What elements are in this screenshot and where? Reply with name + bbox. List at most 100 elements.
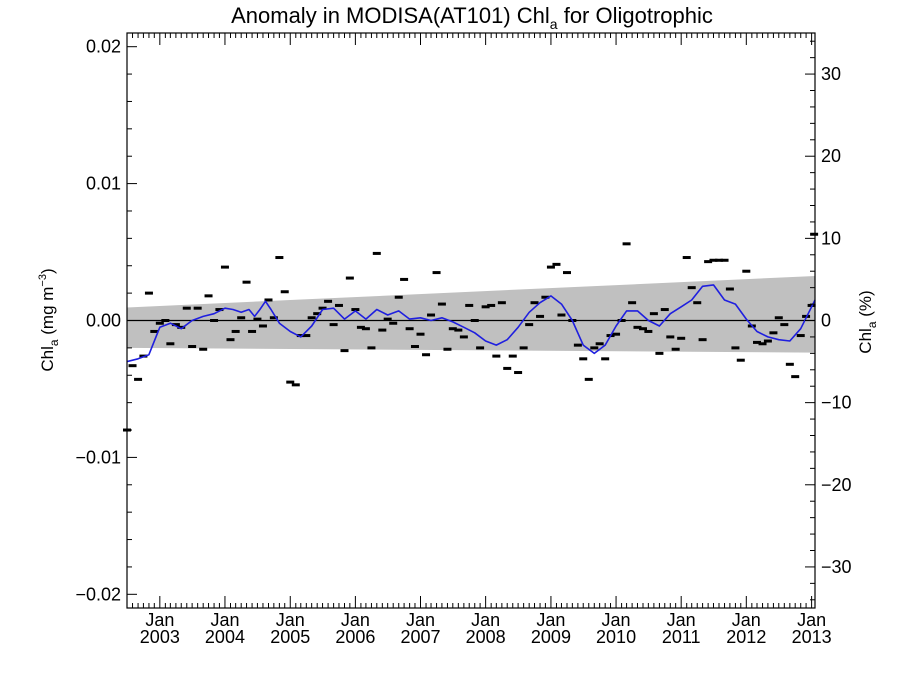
data-marker: [503, 366, 512, 370]
data-marker: [177, 325, 186, 329]
data-marker: [785, 362, 794, 366]
data-marker: [525, 323, 534, 327]
data-marker: [166, 342, 175, 346]
data-marker: [736, 358, 745, 362]
data-marker: [378, 328, 387, 332]
data-marker: [231, 329, 240, 333]
data-marker: [677, 336, 686, 340]
data-marker: [454, 328, 463, 332]
right-tick-label: −10: [821, 393, 852, 413]
data-marker: [443, 347, 452, 351]
data-marker: [394, 295, 403, 299]
data-marker: [590, 346, 599, 350]
confidence-band: [127, 276, 815, 353]
data-marker: [552, 262, 561, 266]
x-tick-label-year: 2010: [596, 627, 636, 647]
data-marker: [220, 265, 229, 269]
data-marker: [573, 343, 582, 347]
data-marker: [579, 357, 588, 361]
data-marker: [612, 332, 621, 336]
data-marker: [709, 258, 718, 262]
data-marker: [763, 339, 772, 343]
data-marker: [725, 287, 734, 291]
data-marker: [617, 319, 626, 322]
x-tick-label-year: 2009: [531, 627, 571, 647]
data-marker: [557, 313, 566, 317]
x-tick-label-year: 2012: [726, 627, 766, 647]
data-marker: [595, 342, 604, 346]
data-marker: [128, 364, 137, 368]
data-marker: [492, 354, 501, 358]
data-marker: [810, 232, 819, 236]
right-tick-label: 20: [821, 146, 841, 166]
left-tick-label: 0.02: [86, 37, 121, 57]
data-marker: [546, 265, 555, 269]
data-marker: [720, 258, 729, 262]
data-marker: [649, 312, 658, 316]
data-marker: [644, 329, 653, 333]
x-tick-label-month: Jan: [797, 610, 826, 630]
data-marker: [296, 334, 305, 338]
data-marker: [774, 316, 783, 320]
data-marker: [280, 290, 289, 294]
right-tick-label: 10: [821, 228, 841, 248]
x-tick-label-month: Jan: [406, 610, 435, 630]
x-tick-label-month: Jan: [471, 610, 500, 630]
data-marker: [367, 346, 376, 350]
data-marker: [204, 294, 213, 298]
data-marker: [704, 260, 713, 264]
data-marker: [193, 306, 202, 310]
data-marker: [313, 312, 322, 316]
left-tick-label: −0.02: [75, 584, 121, 604]
data-marker: [497, 301, 506, 305]
data-marker: [731, 346, 740, 350]
x-tick-label-year: 2007: [400, 627, 440, 647]
data-marker: [269, 316, 278, 320]
x-tick-label-year: 2011: [662, 627, 701, 647]
data-marker: [465, 303, 474, 307]
data-marker: [671, 347, 680, 351]
data-marker: [361, 327, 370, 331]
data-marker: [519, 346, 528, 350]
data-marker: [237, 316, 246, 320]
data-marker: [144, 291, 153, 295]
right-tick-label: −30: [821, 557, 852, 577]
data-marker: [448, 327, 457, 331]
data-marker: [584, 377, 593, 381]
x-tick-label-month: Jan: [667, 610, 696, 630]
right-tick-label: −20: [821, 475, 852, 495]
x-tick-label-year: 2008: [466, 627, 506, 647]
x-tick-label-month: Jan: [276, 610, 305, 630]
data-marker: [171, 323, 180, 327]
data-marker: [796, 334, 805, 338]
left-tick-label: 0.01: [86, 174, 121, 194]
data-marker: [476, 346, 485, 350]
data-marker: [324, 299, 333, 303]
plot-area: 0.020.010.00−0.01−0.023020100−10−20−30Ja…: [75, 32, 852, 647]
x-tick-label-month: Jan: [536, 610, 565, 630]
data-marker: [622, 242, 631, 246]
data-marker: [422, 353, 431, 357]
chart-title: Anomaly in MODISA(AT101) Chla for Oligot…: [231, 3, 713, 32]
data-marker: [693, 301, 702, 305]
data-marker: [150, 329, 159, 333]
left-tick-label: −0.01: [75, 447, 121, 467]
x-tick-label-year: 2003: [140, 627, 180, 647]
data-marker: [389, 321, 398, 325]
data-marker: [753, 340, 762, 344]
data-marker: [291, 383, 300, 387]
right-tick-label: 30: [821, 64, 841, 84]
data-marker: [318, 306, 327, 310]
data-marker: [687, 286, 696, 290]
data-marker: [660, 308, 669, 312]
data-marker: [536, 314, 545, 318]
x-tick-label-year: 2006: [335, 627, 375, 647]
data-marker: [639, 327, 647, 331]
data-marker: [601, 357, 610, 361]
data-marker: [666, 335, 675, 339]
data-marker: [253, 317, 262, 321]
data-marker: [356, 325, 365, 329]
data-marker: [682, 256, 691, 260]
data-marker: [134, 377, 143, 381]
data-marker: [242, 280, 251, 284]
